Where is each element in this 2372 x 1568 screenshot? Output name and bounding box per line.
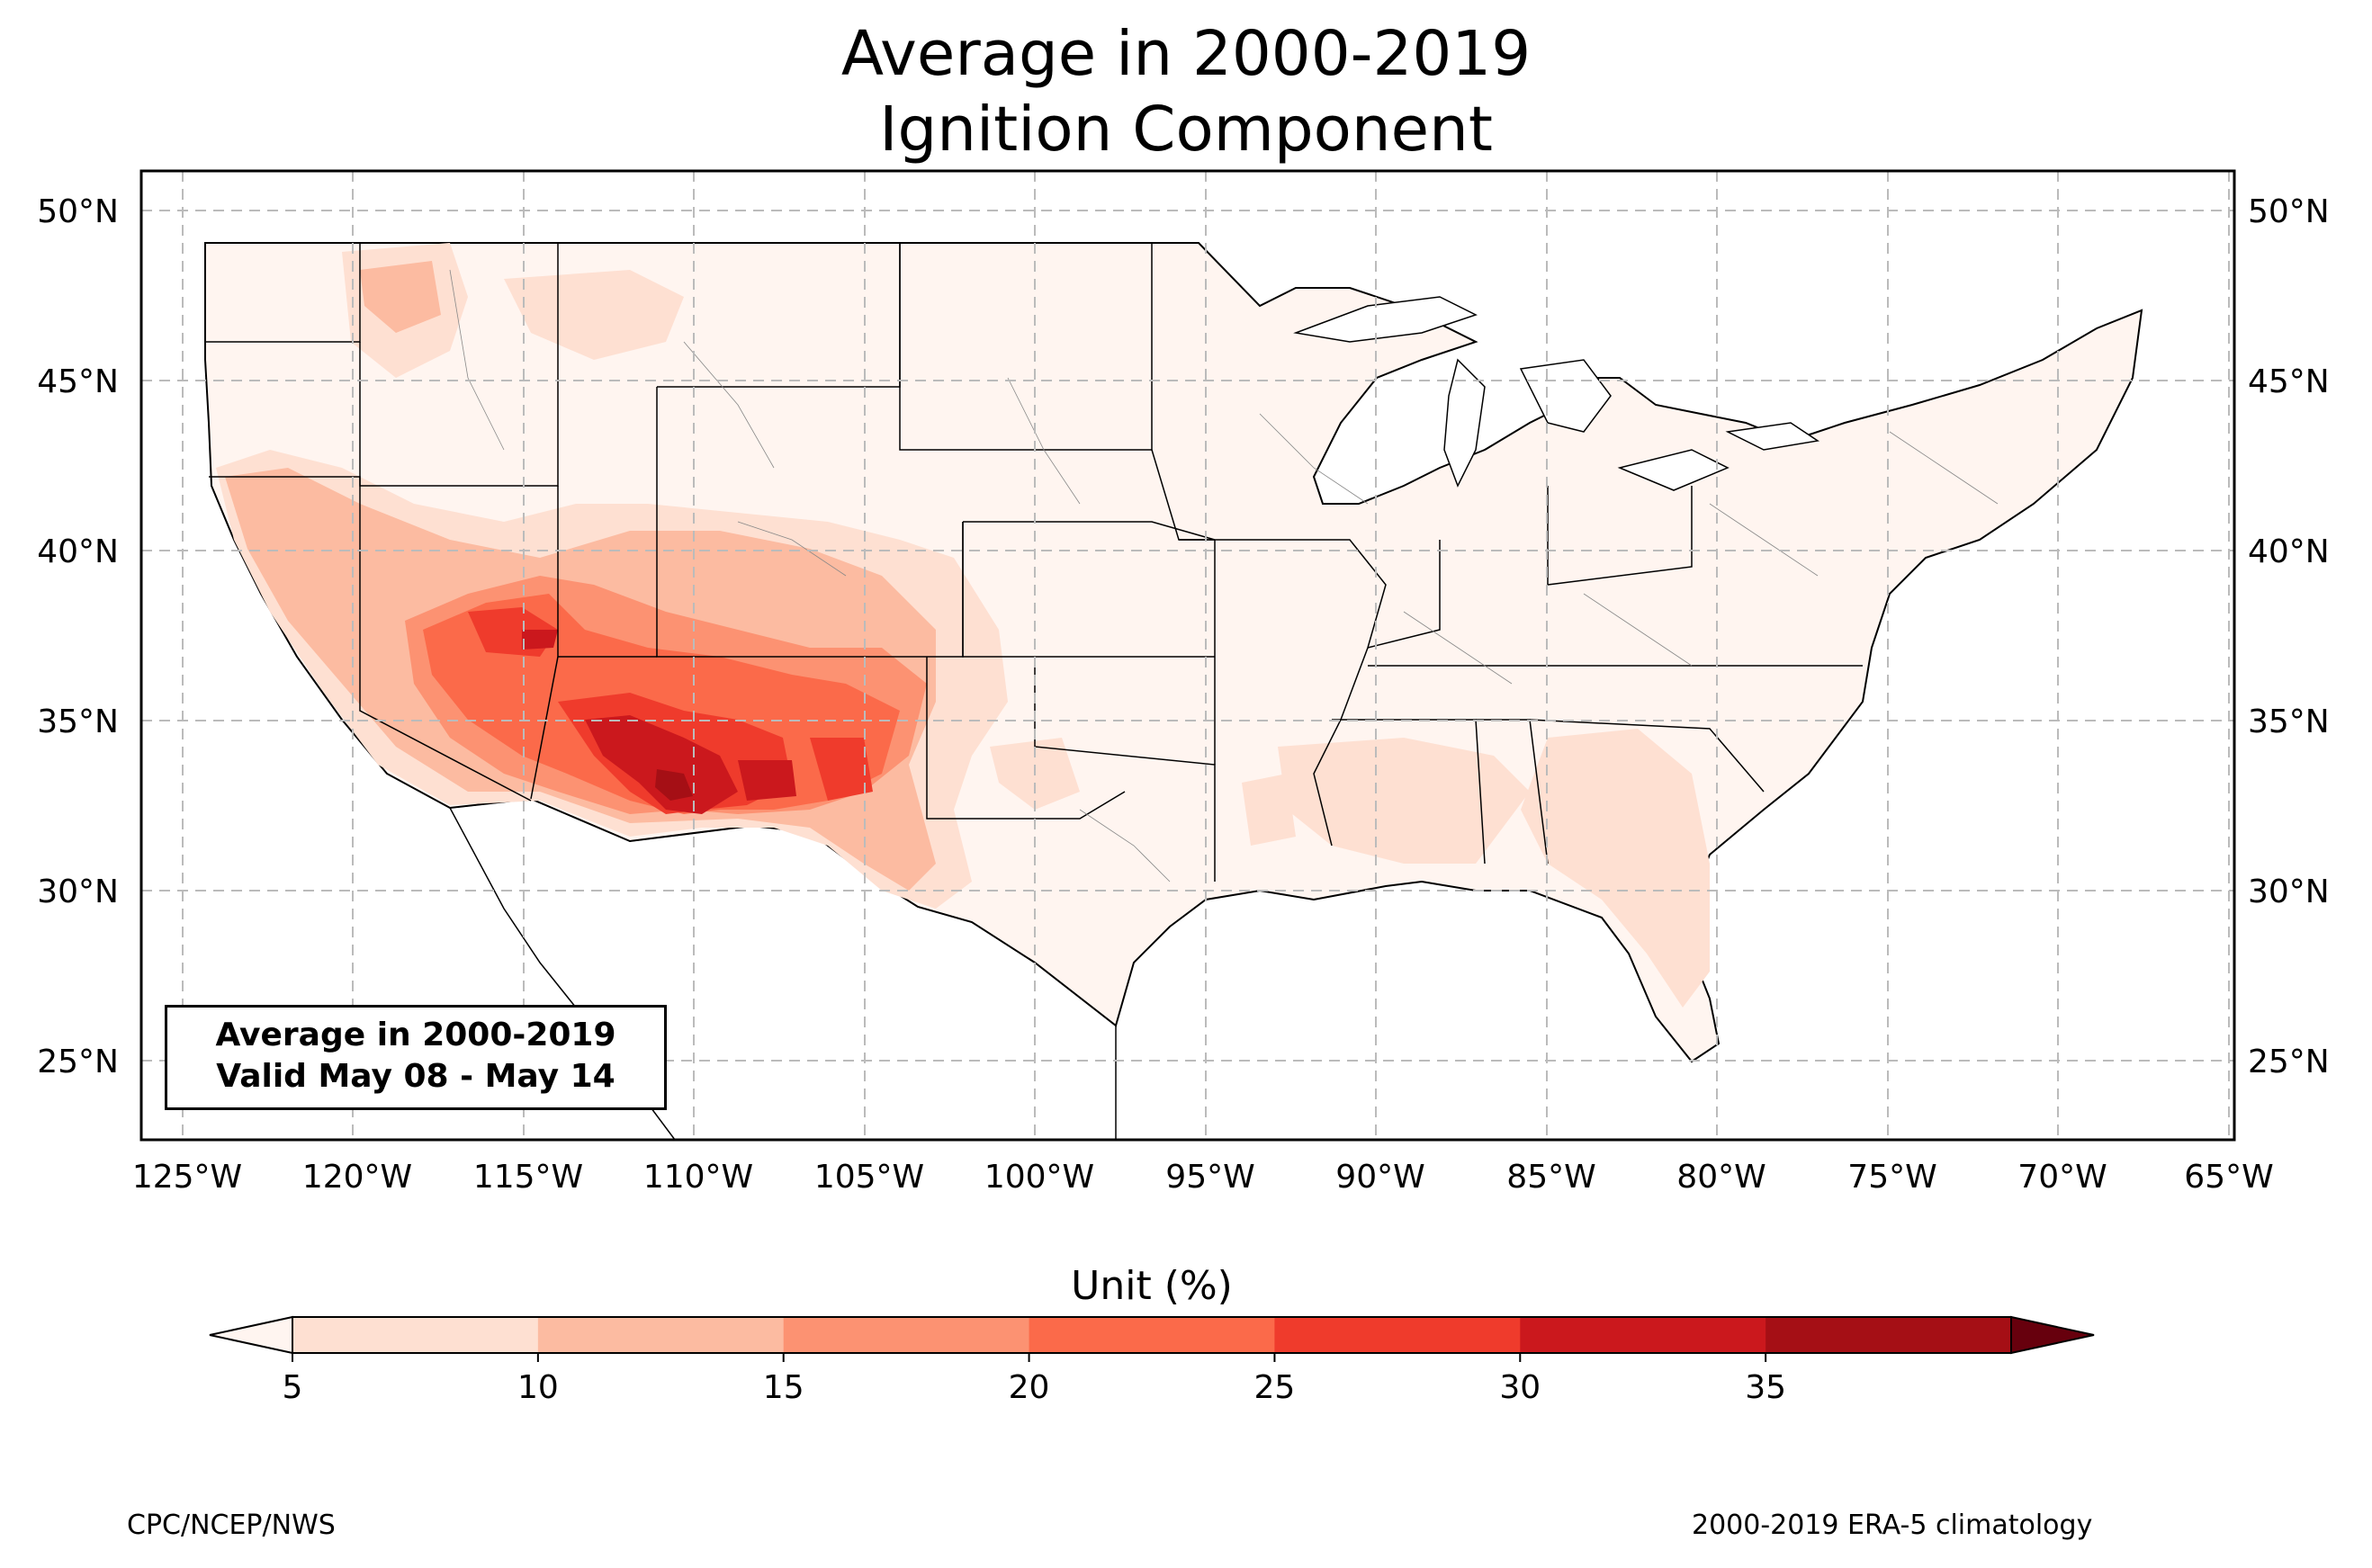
great-lakes <box>1293 296 1819 491</box>
lon-tick: 120°W <box>302 1159 412 1196</box>
footer-climatology: 2000-2019 ERA-5 climatology <box>1692 1510 2093 1541</box>
minor-boundaries <box>449 269 1999 883</box>
lat-tick-left: 25°N <box>37 1044 119 1080</box>
lat-ticks-left: 50°N 45°N 40°N 35°N 30°N 25°N <box>37 193 119 1080</box>
lat-tick-right: 50°N <box>2248 193 2330 230</box>
lon-tick: 90°W <box>1335 1159 1424 1196</box>
colorbar-over-extension <box>2010 1315 2095 1355</box>
lat-tick-right: 35°N <box>2248 703 2330 740</box>
colorbar-tick-label: 15 <box>763 1369 804 1406</box>
lat-tick-left: 35°N <box>37 703 119 740</box>
lat-tick-right: 45°N <box>2248 363 2330 400</box>
lat-tick-left: 50°N <box>37 193 119 230</box>
lat-tick-right: 30°N <box>2248 874 2330 910</box>
lon-tick: 95°W <box>1165 1159 1254 1196</box>
colorbar-segment <box>1766 1317 2012 1353</box>
valid-date-box: Average in 2000-2019 Valid May 08 - May … <box>165 1005 667 1110</box>
colorbar-tick-label: 10 <box>517 1369 559 1406</box>
colorbar-label: Unit (%) <box>1071 1263 1233 1309</box>
colorbar: 5 10 15 20 25 30 35 <box>209 1315 2095 1406</box>
lat-tick-right: 40°N <box>2248 533 2330 570</box>
contour-level-35 <box>655 769 693 801</box>
inset-line-1: Average in 2000-2019 <box>215 1017 616 1053</box>
lon-tick: 75°W <box>1847 1159 1936 1196</box>
lon-tick: 110°W <box>643 1159 753 1196</box>
footer-source: CPC/NCEP/NWS <box>127 1510 336 1541</box>
lat-ticks-right: 50°N 45°N 40°N 35°N 30°N 25°N <box>2248 193 2330 1080</box>
colorbar-tick-label: 30 <box>1499 1369 1541 1406</box>
colorbar-tick-label: 5 <box>283 1369 303 1406</box>
chart-title: Average in 2000-2019 Ignition Component <box>0 16 2372 167</box>
lon-tick: 80°W <box>1676 1159 1766 1196</box>
lon-tick: 115°W <box>473 1159 583 1196</box>
colorbar-segment <box>1274 1317 1521 1353</box>
colorbar-frame <box>292 1316 2012 1354</box>
lat-tick-left: 40°N <box>37 533 119 570</box>
lat-tick-left: 45°N <box>37 363 119 400</box>
lon-ticks: 125°W 120°W 115°W 110°W 105°W 100°W 95°W… <box>132 1159 2274 1196</box>
title-line-2: Ignition Component <box>879 94 1493 166</box>
lon-tick: 125°W <box>132 1159 242 1196</box>
contour-level-30 <box>522 630 796 814</box>
canada-land <box>141 171 2234 441</box>
title-line-1: Average in 2000-2019 <box>840 18 1532 90</box>
colorbar-segment <box>1520 1317 1766 1353</box>
lon-tick: 65°W <box>2184 1159 2273 1196</box>
lon-tick: 70°W <box>2017 1159 2107 1196</box>
colorbar-under-extension <box>209 1315 293 1355</box>
colorbar-tick-label: 20 <box>1009 1369 1050 1406</box>
lon-tick: 100°W <box>984 1159 1094 1196</box>
colorbar-segment <box>783 1317 1030 1353</box>
colorbar-tick-label: 35 <box>1745 1369 1786 1406</box>
lat-tick-right: 25°N <box>2248 1044 2330 1080</box>
inset-line-2: Valid May 08 - May 14 <box>216 1058 615 1095</box>
colorbar-tick-label: 25 <box>1254 1369 1296 1406</box>
colorbar-segment <box>1029 1317 1275 1353</box>
map-frame <box>139 169 2236 1142</box>
colorbar-segment <box>292 1317 539 1353</box>
colorbar-segment <box>537 1317 785 1353</box>
lon-tick: 85°W <box>1506 1159 1595 1196</box>
lon-tick: 105°W <box>814 1159 924 1196</box>
lat-tick-left: 30°N <box>37 874 119 910</box>
